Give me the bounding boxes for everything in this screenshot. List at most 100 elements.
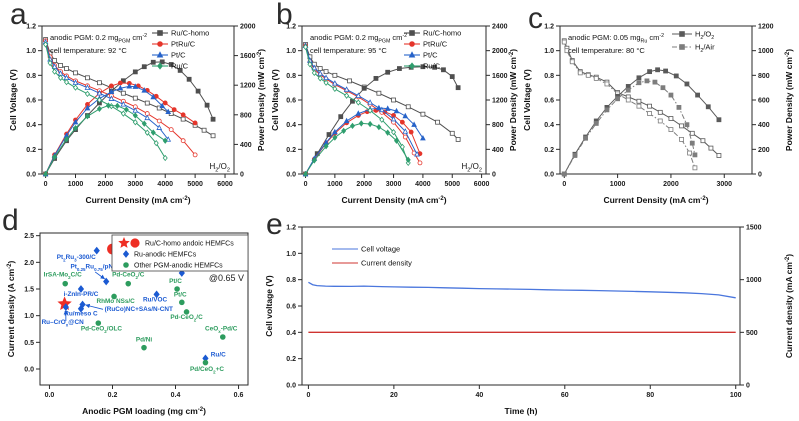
svg-text:20: 20 (390, 392, 398, 399)
svg-text:H2/Air: H2/Air (695, 43, 715, 55)
svg-text:0.6: 0.6 (26, 98, 36, 105)
svg-text:400: 400 (492, 147, 504, 154)
svg-text:0.2: 0.2 (286, 356, 296, 363)
svg-text:Current Density (mA cm-2): Current Density (mA cm-2) (341, 195, 446, 205)
svg-text:200: 200 (758, 147, 770, 154)
svg-text:0.0: 0.0 (24, 367, 34, 374)
svg-text:Cell voltage: Cell voltage (361, 245, 400, 254)
panel-c-polarization-chart: 0 1000 2000 3000 0.0 0.2 0.4 0.6 0.8 1.0 1.2 0 200 40… (522, 24, 794, 206)
svg-text:Ru/C-homo: Ru/C-homo (171, 29, 209, 38)
svg-text:Pt/C: Pt/C (423, 51, 438, 60)
svg-text:1.0: 1.0 (26, 48, 36, 55)
svg-text:400: 400 (240, 142, 252, 149)
svg-text:1500: 1500 (746, 225, 762, 232)
svg-text:0.8: 0.8 (544, 73, 554, 80)
svg-text:anodic PGM: 0.05 mgRu cm-2: anodic PGM: 0.05 mgRu cm-2 (568, 33, 664, 45)
svg-text:5000: 5000 (444, 181, 460, 188)
svg-text:1600: 1600 (492, 73, 508, 80)
svg-text:0.0: 0.0 (26, 172, 36, 179)
svg-text:0.6: 0.6 (234, 392, 244, 399)
svg-text:Ru–CrOx@CN: Ru–CrOx@CN (42, 319, 85, 328)
svg-text:Power Density (mW cm-2): Power Density (mW cm-2) (256, 49, 266, 151)
svg-text:0: 0 (306, 392, 310, 399)
svg-text:800: 800 (492, 122, 504, 129)
svg-text:cell temperature: 95 °C: cell temperature: 95 °C (310, 46, 387, 55)
svg-text:1200: 1200 (240, 83, 256, 90)
svg-text:1600: 1600 (240, 53, 256, 60)
svg-text:0.4: 0.4 (286, 330, 296, 337)
svg-text:800: 800 (240, 112, 252, 119)
panel-b-polarization-chart: 0 1000 2000 3000 4000 5000 60000.00.20.40.60.8… (270, 24, 518, 206)
svg-text:0.4: 0.4 (286, 122, 296, 129)
svg-text:0.2: 0.2 (286, 147, 296, 154)
svg-text:1.2: 1.2 (544, 24, 554, 31)
svg-text:0.6: 0.6 (544, 98, 554, 105)
svg-text:1000: 1000 (758, 48, 774, 55)
svg-text:0: 0 (304, 181, 308, 188)
svg-text:1.2: 1.2 (286, 225, 296, 232)
svg-text:Current Density (mA cm-2): Current Density (mA cm-2) (603, 195, 708, 205)
svg-text:1000: 1000 (746, 277, 762, 284)
svg-text:Power Density (mW cm-2): Power Density (mW cm-2) (508, 49, 518, 151)
svg-text:Ru/C: Ru/C (171, 62, 189, 71)
svg-text:Current density: Current density (361, 259, 412, 268)
panel-a-letter: a (10, 0, 27, 31)
svg-text:0.8: 0.8 (26, 73, 36, 80)
svg-text:IrSA-Mo2C/C: IrSA-Mo2C/C (44, 272, 82, 281)
svg-text:0: 0 (492, 172, 496, 179)
svg-text:Pt/C: Pt/C (171, 51, 186, 60)
svg-text:Pd-CeO2/C: Pd-CeO2/C (112, 272, 145, 281)
svg-text:Current density (mA cm-2): Current density (mA cm-2) (784, 254, 794, 358)
svg-text:i-ZnIn-PR/C: i-ZnIn-PR/C (64, 291, 99, 298)
svg-text:6000: 6000 (474, 181, 490, 188)
svg-text:3000: 3000 (716, 181, 732, 188)
svg-text:Other PGM-anodic HEMFCs: Other PGM-anodic HEMFCs (134, 263, 223, 270)
svg-text:60: 60 (561, 392, 569, 399)
svg-text:600: 600 (758, 98, 770, 105)
svg-text:Ru/C-homo andoic HEMFCs: Ru/C-homo andoic HEMFCs (145, 241, 234, 248)
svg-text:4000: 4000 (415, 181, 431, 188)
svg-text:1.0: 1.0 (24, 313, 34, 320)
svg-text:3000: 3000 (128, 181, 144, 188)
svg-text:Pd/Ni: Pd/Ni (136, 336, 153, 343)
svg-text:CeOx-Pd/C: CeOx-Pd/C (205, 326, 238, 335)
svg-text:2000: 2000 (98, 181, 114, 188)
svg-text:Ru/C: Ru/C (423, 62, 441, 71)
svg-text:Anodic PGM loading (mg cm-2): Anodic PGM loading (mg cm-2) (82, 406, 206, 416)
svg-text:PtRu/C: PtRu/C (423, 40, 448, 49)
svg-text:4000: 4000 (157, 181, 173, 188)
svg-text:RhMo NSs/C: RhMo NSs/C (96, 298, 135, 305)
svg-text:400: 400 (758, 122, 770, 129)
svg-text:1000: 1000 (327, 181, 343, 188)
svg-text:2.0: 2.0 (24, 260, 34, 267)
svg-text:Ru/C: Ru/C (211, 352, 226, 359)
svg-text:5000: 5000 (187, 181, 203, 188)
panel-d-catalyst-scatter-chart: 0.0 0.2 0.4 0.6 0.0 0.5 1.0 1.5 2.0 2.5 Anodic PGM… (6, 232, 249, 416)
svg-text:1.2: 1.2 (286, 24, 296, 31)
svg-text:80: 80 (646, 392, 654, 399)
svg-text:cell temperature: 92 °C: cell temperature: 92 °C (50, 46, 127, 55)
svg-text:0.0: 0.0 (286, 172, 296, 179)
svg-text:Pt0.25Ru0.75/pN-C: Pt0.25Ru0.75/pN-C (70, 264, 120, 273)
svg-text:anodic PGM: 0.2 mgPGM cm-2: anodic PGM: 0.2 mgPGM cm-2 (310, 33, 407, 45)
svg-text:0.0: 0.0 (45, 392, 55, 399)
svg-text:@0.65 V: @0.65 V (209, 273, 244, 283)
svg-text:Time (h): Time (h) (505, 406, 538, 416)
svg-text:Power Density (mW cm-2): Power Density (mW cm-2) (784, 49, 794, 151)
svg-text:100: 100 (730, 392, 742, 399)
svg-text:0.6: 0.6 (286, 98, 296, 105)
panel-a-polarization-chart: 0 1000 2000 3000 4000 5000 60000.00.20.40.60.8… (8, 24, 266, 206)
svg-text:2000: 2000 (240, 24, 256, 31)
svg-text:Ru/C-homo: Ru/C-homo (423, 29, 461, 38)
svg-text:0: 0 (758, 172, 762, 179)
svg-text:Cell Voltage (V): Cell Voltage (V) (270, 69, 280, 131)
svg-text:0.5: 0.5 (24, 340, 34, 347)
svg-text:Pd/CeO2+C: Pd/CeO2+C (190, 366, 224, 375)
panel-d-letter: d (2, 204, 19, 237)
svg-text:2000: 2000 (663, 181, 679, 188)
svg-text:0.6: 0.6 (286, 304, 296, 311)
svg-text:0.2: 0.2 (544, 147, 554, 154)
svg-text:Ru-anodic HEMFCs: Ru-anodic HEMFCs (134, 252, 197, 259)
svg-text:1000: 1000 (610, 181, 626, 188)
